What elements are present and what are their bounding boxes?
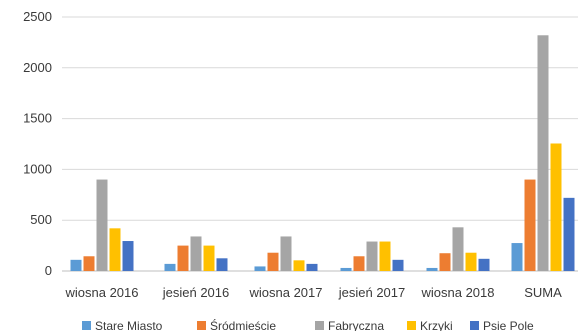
legend-swatch bbox=[407, 321, 416, 330]
bar-psie-pole-0 bbox=[122, 241, 134, 271]
bars bbox=[70, 35, 575, 272]
x-category-label: SUMA bbox=[524, 285, 562, 300]
x-category-label: wiosna 2017 bbox=[249, 285, 323, 300]
legend-swatch bbox=[315, 321, 324, 330]
bar-stare-miasto-3 bbox=[340, 267, 352, 271]
bar-fabryczna-3 bbox=[366, 241, 378, 271]
bar-psie-pole-3 bbox=[392, 259, 404, 271]
legend-label: Stare Miasto bbox=[95, 319, 163, 331]
legend-item: Psie Pole bbox=[470, 319, 534, 331]
y-tick-label: 1000 bbox=[23, 161, 52, 176]
legend-label: Fabryczna bbox=[328, 319, 384, 331]
legend-item: Śródmieście bbox=[197, 318, 276, 331]
gridlines bbox=[62, 16, 578, 272]
bar-psie-pole-5 bbox=[563, 197, 575, 271]
bar-krzyki-1 bbox=[203, 245, 215, 271]
bar-stare-miasto-5 bbox=[511, 243, 523, 271]
x-category-label: jesień 2016 bbox=[162, 285, 230, 300]
legend-swatch bbox=[470, 321, 479, 330]
y-tick-label: 0 bbox=[45, 263, 52, 278]
bar-śródmieście-4 bbox=[439, 253, 451, 271]
bar-śródmieście-2 bbox=[267, 252, 279, 271]
x-category-label: jesień 2017 bbox=[338, 285, 406, 300]
bar-śródmieście-3 bbox=[353, 256, 365, 271]
y-tick-label: 2500 bbox=[23, 9, 52, 24]
bar-śródmieście-1 bbox=[177, 245, 189, 271]
bar-fabryczna-0 bbox=[96, 179, 108, 271]
legend: Stare Miasto Śródmieście Fabryczna Krzyki Ps… bbox=[82, 318, 534, 331]
legend-label: Śródmieście bbox=[210, 318, 276, 331]
bar-psie-pole-2 bbox=[306, 263, 318, 271]
x-category-label: wiosna 2018 bbox=[421, 285, 495, 300]
bar-psie-pole-4 bbox=[478, 258, 490, 271]
x-axis-categories: wiosna 2016 jesień 2016 wiosna 2017 jesień … bbox=[65, 285, 563, 300]
legend-item: Stare Miasto bbox=[82, 319, 163, 331]
bar-fabryczna-5 bbox=[537, 35, 549, 272]
bar-psie-pole-1 bbox=[216, 258, 228, 271]
x-category-label: wiosna 2016 bbox=[65, 285, 139, 300]
y-tick-label: 1500 bbox=[23, 111, 52, 126]
bar-stare-miasto-1 bbox=[164, 263, 176, 271]
bar-fabryczna-1 bbox=[190, 236, 202, 271]
y-tick-label: 500 bbox=[30, 212, 52, 227]
bar-śródmieście-0 bbox=[83, 256, 95, 271]
bar-fabryczna-4 bbox=[452, 227, 464, 271]
bar-fabryczna-2 bbox=[280, 236, 292, 271]
legend-swatch bbox=[197, 321, 206, 330]
legend-item: Krzyki bbox=[407, 319, 453, 331]
y-axis-ticks: 0 500 1000 1500 2000 2500 bbox=[23, 9, 52, 278]
bar-krzyki-4 bbox=[465, 252, 477, 271]
bar-śródmieście-5 bbox=[524, 179, 536, 271]
bar-krzyki-2 bbox=[293, 260, 305, 271]
y-tick-label: 2000 bbox=[23, 60, 52, 75]
legend-label: Psie Pole bbox=[483, 319, 534, 331]
legend-item: Fabryczna bbox=[315, 319, 384, 331]
bar-stare-miasto-0 bbox=[70, 259, 82, 271]
legend-label: Krzyki bbox=[420, 319, 453, 331]
legend-swatch bbox=[82, 321, 91, 330]
bar-stare-miasto-2 bbox=[254, 266, 266, 271]
bar-stare-miasto-4 bbox=[426, 267, 438, 271]
bar-krzyki-3 bbox=[379, 241, 391, 271]
bar-krzyki-0 bbox=[109, 228, 121, 271]
bar-krzyki-5 bbox=[550, 143, 562, 271]
